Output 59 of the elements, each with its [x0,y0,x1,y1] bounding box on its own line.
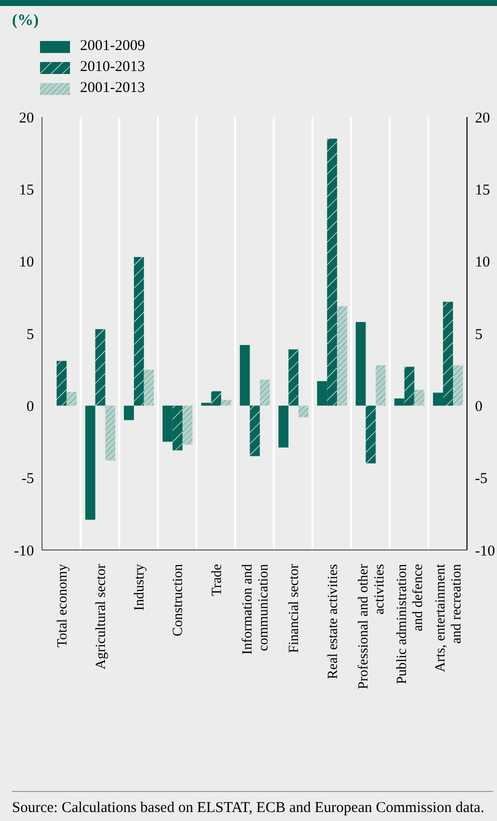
bar [56,360,67,406]
bar [240,345,250,406]
bar [376,365,386,406]
bar [162,406,173,442]
y-tick-label: 5 [26,326,34,343]
legend-label: 2001-2013 [80,80,145,97]
x-tick-label: Financial sector [287,564,302,654]
x-tick-label: Professional and other activities [356,564,388,690]
y-tick-label: -5 [22,471,34,488]
x-tick-label: Total economy [55,564,70,648]
bar [356,322,366,406]
y2-tick-label: 15 [475,182,490,198]
bar [221,400,232,406]
bar [453,365,463,406]
x-tick-label: Trade [210,564,225,596]
chart-title: (%) [11,11,40,30]
bar [414,390,424,406]
bar [327,138,338,406]
legend-label: 2010-2013 [80,59,145,76]
bar [260,380,270,406]
x-tick-label: Industry [132,564,148,611]
y2-tick-label: -5 [475,471,488,488]
bar [66,392,77,406]
bar [182,406,193,445]
bar [211,391,222,406]
legend-label: 2001-2009 [80,38,145,55]
bar [298,406,308,418]
x-tick-label: Agricultural sector [94,564,109,670]
bar [366,406,376,464]
y2-tick-label: 0 [475,398,482,415]
y2-tick-label: 10 [475,254,490,271]
x-tick-label: Construction [171,564,186,636]
bar [404,366,414,406]
bar [95,329,106,406]
y2-tick-label: -10 [475,543,495,560]
bar [124,406,134,420]
bar [85,406,96,520]
y-tick-label: 0 [26,398,34,415]
y-tick-label: 15 [19,182,34,198]
y2-tick-label: 5 [475,326,482,343]
y-tick-label: -10 [14,543,34,560]
bar [105,406,116,461]
bar [288,349,298,406]
bar [394,398,404,406]
bar [172,406,183,450]
x-tick-label: Information and communication [240,564,272,655]
y-tick-label: 10 [19,254,34,271]
bar [337,306,348,406]
bar [278,406,288,448]
bar [134,257,144,406]
y2-tick-label: 20 [475,110,490,126]
bar [144,370,154,406]
bar [443,302,453,406]
y-tick-label: 20 [19,110,34,126]
bar [433,392,443,406]
x-tick-label: Real estate activities [326,564,341,680]
bar [317,381,328,406]
bar [250,406,260,456]
source-note: Source: Calculations based on ELSTAT, ECB and European Commission data. [12,791,493,817]
